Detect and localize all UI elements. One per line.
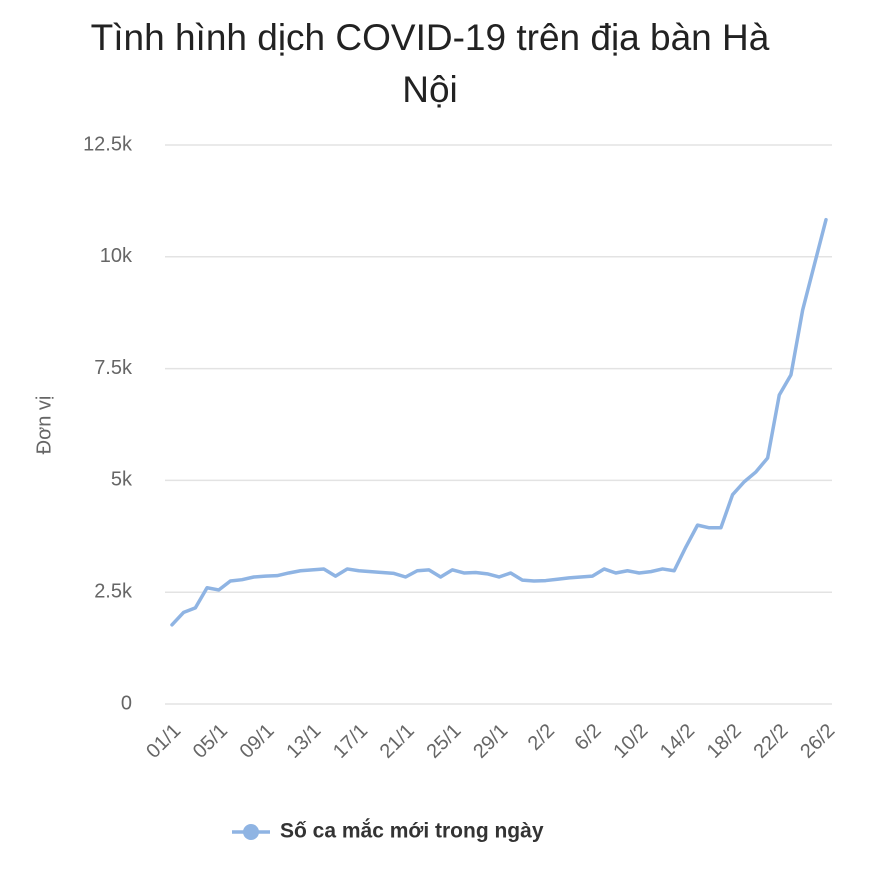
y-axis-title: Đơn vị — [33, 396, 55, 455]
x-tick-label: 25/1 — [422, 720, 465, 763]
y-tick-label: 0 — [121, 692, 132, 714]
x-tick-label: 05/1 — [189, 720, 232, 763]
x-tick-label: 10/2 — [609, 720, 652, 763]
x-tick-label: 17/1 — [329, 720, 372, 763]
y-tick-label: 7.5k — [94, 357, 133, 379]
y-tick-label: 2.5k — [94, 580, 133, 602]
x-tick-label: 2/2 — [524, 720, 559, 755]
x-tick-label: 18/2 — [703, 720, 746, 763]
chart-title: Tình hình dịch COVID-19 trên địa bàn Hà … — [90, 17, 770, 110]
x-tick-label: 26/2 — [796, 720, 839, 763]
legend-marker — [243, 824, 259, 840]
x-tick-label: 22/2 — [749, 720, 792, 763]
y-tick-label: 12.5k — [83, 133, 133, 155]
x-tick-label: 29/1 — [469, 720, 512, 763]
x-tick-label: 13/1 — [282, 720, 325, 763]
x-tick-label: 6/2 — [570, 720, 605, 755]
line-series — [170, 217, 828, 627]
legend-label: Số ca mắc mới trong ngày — [280, 819, 544, 843]
x-tick-label: 09/1 — [236, 720, 279, 763]
y-tick-label: 5k — [111, 469, 133, 491]
x-tick-label: 14/2 — [656, 720, 699, 763]
x-tick-label: 01/1 — [142, 720, 185, 763]
y-tick-label: 10k — [100, 245, 133, 267]
x-tick-label: 21/1 — [376, 720, 419, 763]
